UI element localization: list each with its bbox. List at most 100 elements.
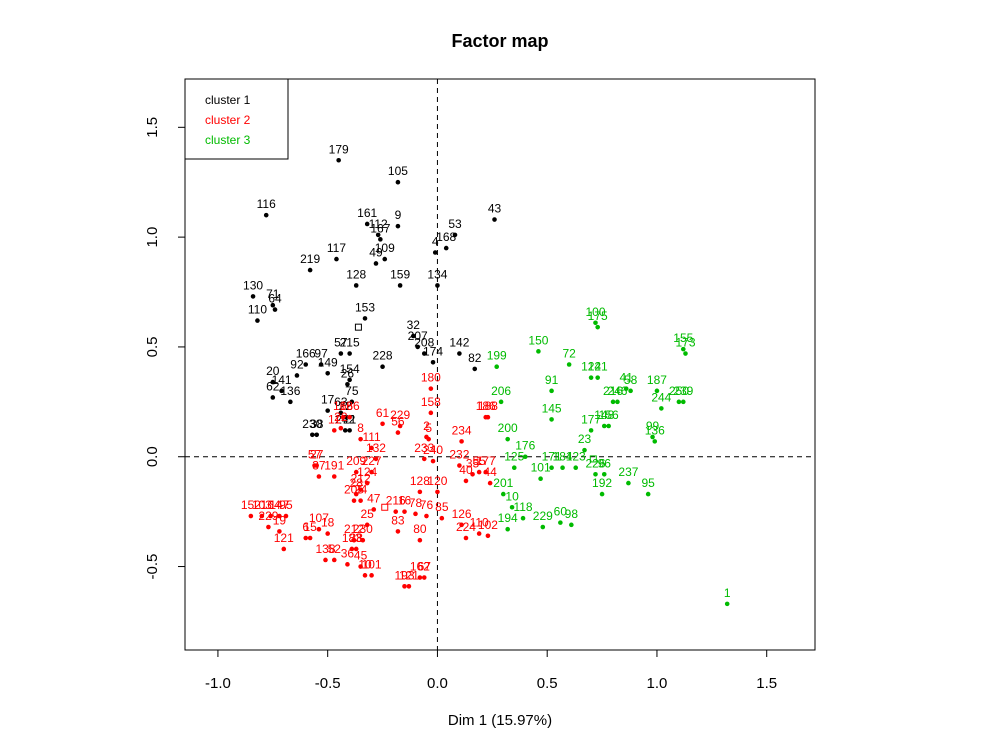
data-point xyxy=(349,399,355,405)
point-label: 159 xyxy=(390,267,410,281)
point-label: 162 xyxy=(410,560,430,574)
point-label: 36 xyxy=(341,546,355,560)
legend-entry: cluster 2 xyxy=(205,113,251,127)
point-label: 177 xyxy=(476,454,496,468)
reference-lines xyxy=(185,79,815,650)
point-label: 27 xyxy=(310,448,324,462)
point-label: 154 xyxy=(340,362,360,376)
point-label: 52 xyxy=(328,542,342,556)
x-tick-label: 0.0 xyxy=(427,675,448,692)
data-point xyxy=(353,491,359,497)
data-point xyxy=(595,324,600,330)
data-point xyxy=(724,601,730,607)
point-label: 230 xyxy=(302,417,322,431)
data-point xyxy=(369,573,374,578)
data-point xyxy=(380,364,385,369)
data-point xyxy=(599,491,605,497)
data-point xyxy=(595,375,600,380)
x-tick-label: 1.0 xyxy=(647,675,668,692)
x-tick-label: -1.0 xyxy=(205,675,231,692)
data-point xyxy=(362,316,368,321)
point-label: 102 xyxy=(478,518,498,532)
point-label: 1 xyxy=(724,586,731,600)
chart-title: Factor map xyxy=(451,31,548,51)
data-point xyxy=(342,428,348,433)
data-point xyxy=(395,529,401,534)
point-label: 22 xyxy=(339,399,353,413)
point-label: 239 xyxy=(673,384,693,398)
data-point xyxy=(325,408,330,413)
data-point xyxy=(353,283,359,288)
data-point xyxy=(340,414,346,420)
data-point xyxy=(593,472,598,477)
point-label: 18 xyxy=(321,516,335,530)
data-point xyxy=(318,362,324,367)
point-label: 83 xyxy=(391,513,405,527)
data-point xyxy=(492,217,497,222)
point-label: 194 xyxy=(498,511,518,525)
point-label: 38 xyxy=(310,417,324,431)
point-label: 101 xyxy=(362,557,382,571)
point-label: 78 xyxy=(409,496,423,510)
data-point xyxy=(601,423,607,429)
data-point xyxy=(277,529,282,534)
data-point xyxy=(402,584,407,589)
point-label: 49 xyxy=(369,245,383,259)
point-label: 71 xyxy=(266,287,280,301)
point-label: 136 xyxy=(280,384,300,398)
data-point xyxy=(406,584,412,589)
data-point xyxy=(540,524,546,530)
data-point xyxy=(283,513,289,519)
point-label: 175 xyxy=(588,309,608,323)
data-point xyxy=(347,377,352,383)
point-label: 184 xyxy=(553,450,573,464)
data-point xyxy=(459,522,464,528)
point-label: 174 xyxy=(423,344,443,358)
data-point xyxy=(432,250,438,255)
point-label: 237 xyxy=(618,465,638,479)
point-label: 164 xyxy=(261,498,281,512)
x-tick-label: 0.5 xyxy=(537,675,558,692)
data-point xyxy=(522,454,528,460)
data-point xyxy=(378,237,383,242)
point-label: 57 xyxy=(308,448,322,462)
data-point xyxy=(615,399,620,405)
point-label: 105 xyxy=(388,164,408,178)
point-label: 40 xyxy=(459,463,473,477)
point-label: 138 xyxy=(315,542,335,556)
data-point xyxy=(281,546,287,552)
y-tick-label: 1.5 xyxy=(144,117,161,138)
point-label: 206 xyxy=(491,384,511,398)
data-point xyxy=(463,535,469,541)
data-point xyxy=(623,386,629,391)
data-point xyxy=(457,463,462,468)
point-label: 95 xyxy=(279,498,293,512)
data-point xyxy=(452,232,458,238)
point-label: 25 xyxy=(361,507,375,521)
point-label: 141 xyxy=(272,373,292,387)
point-label: 166 xyxy=(340,399,360,413)
point-label: 19 xyxy=(273,513,287,527)
point-label: 180 xyxy=(421,371,441,385)
point-label: 240 xyxy=(423,443,443,457)
point-label: 11 xyxy=(328,412,341,426)
point-label: 118 xyxy=(513,500,532,514)
data-point xyxy=(345,562,350,567)
x-tick-label: -0.5 xyxy=(315,675,341,692)
point-label: 166 xyxy=(296,347,316,361)
data-point xyxy=(323,557,328,563)
point-label: 123 xyxy=(566,450,586,464)
data-point xyxy=(421,351,427,356)
data-point xyxy=(373,261,379,266)
data-point xyxy=(364,522,370,528)
data-point xyxy=(601,472,607,477)
point-label: 187 xyxy=(647,373,667,387)
point-label: 177 xyxy=(581,412,601,426)
point-label: 24 xyxy=(354,483,368,497)
point-label: 91 xyxy=(545,373,559,387)
data-point xyxy=(457,351,462,356)
data-point xyxy=(351,537,357,543)
